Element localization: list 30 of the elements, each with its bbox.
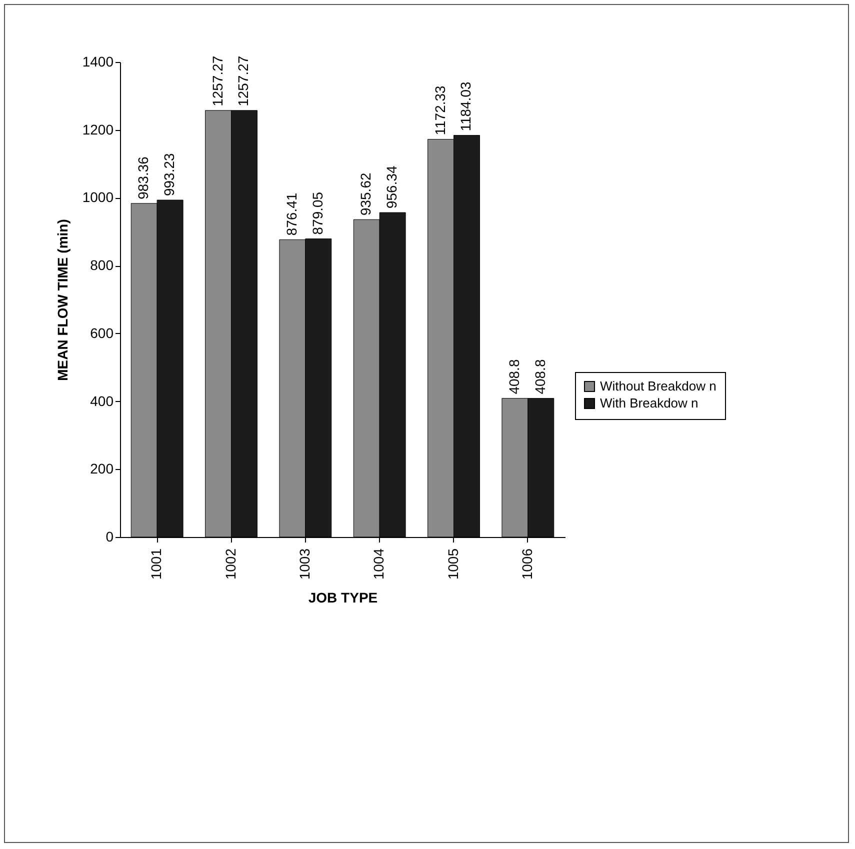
y-tick-label: 0	[106, 528, 114, 544]
data-label: 1184.03	[458, 81, 474, 132]
data-label: 1257.27	[209, 56, 226, 106]
x-tick-label: 1006	[518, 548, 535, 580]
data-label: 993.23	[161, 152, 178, 196]
legend-label: Without Breakdow n	[600, 378, 716, 394]
x-tick-label: 1002	[222, 548, 238, 580]
legend-label: With Breakdow n	[600, 396, 698, 410]
data-label: 1257.27	[235, 56, 252, 106]
x-axis-title: JOB TYPE	[308, 590, 378, 606]
data-label: 876.41	[283, 192, 300, 236]
data-label: 983.36	[135, 156, 152, 200]
y-tick-label: 1200	[82, 121, 114, 138]
data-label: 879.05	[309, 192, 326, 235]
data-label: 1172.33	[432, 85, 448, 136]
y-tick-label: 600	[90, 324, 114, 341]
y-tick-label: 1400	[82, 54, 114, 70]
x-tick-label: 1004	[370, 548, 387, 580]
y-tick-label: 200	[90, 460, 114, 477]
x-tick-label: 1005	[444, 548, 461, 580]
data-label: 408.8	[532, 359, 548, 394]
x-tick-label: 1001	[148, 548, 164, 580]
data-label: 956.34	[384, 165, 400, 209]
data-label: 935.62	[358, 172, 374, 216]
y-tick-label: 800	[90, 257, 114, 274]
data-label: 408.8	[506, 359, 522, 394]
y-tick-label: 400	[90, 392, 114, 409]
y-axis-title: MEAN FLOW TIME (min)	[54, 219, 70, 381]
y-tick-label: 1000	[82, 189, 114, 206]
x-tick-label: 1003	[296, 548, 312, 580]
